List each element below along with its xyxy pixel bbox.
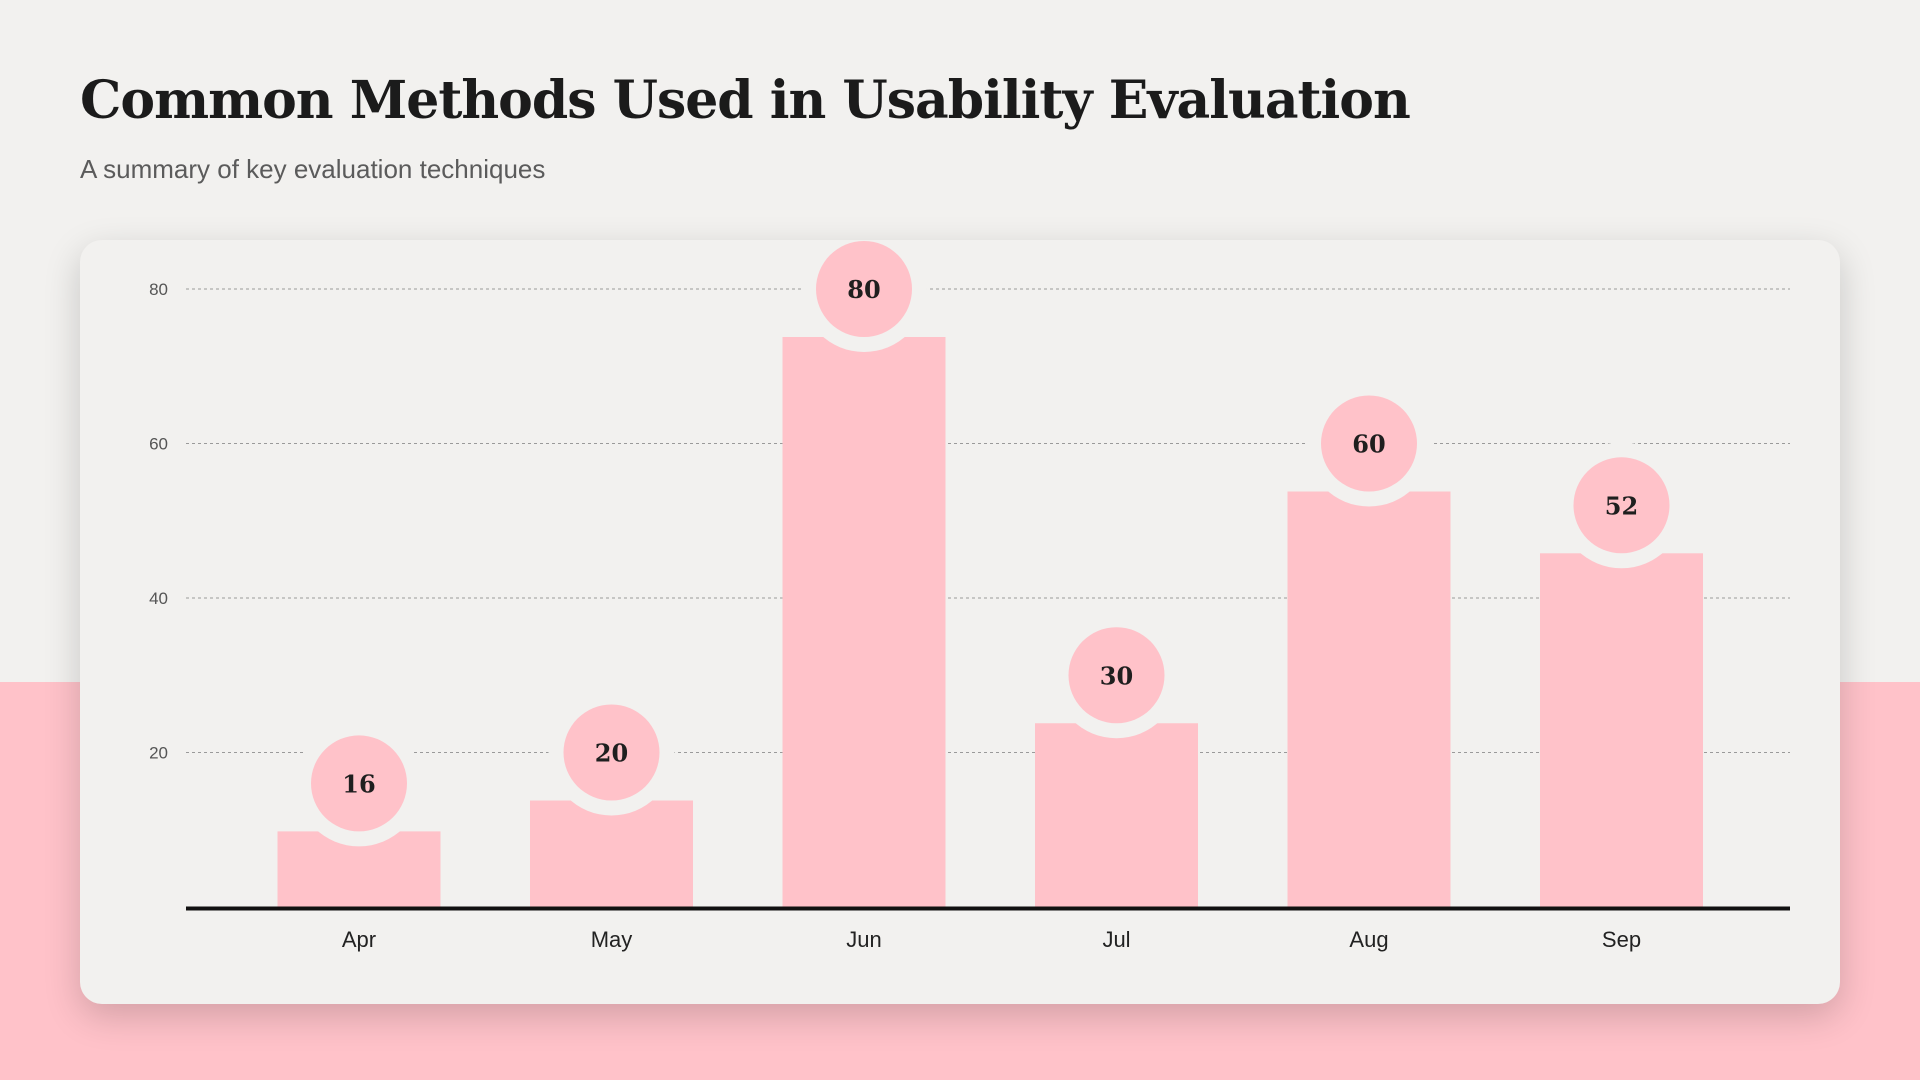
bars: 16 20 80 30 60 52: [277, 240, 1703, 907]
bar-label-badge: [311, 735, 407, 832]
x-tick-label: Aug: [1349, 927, 1388, 952]
y-tick-label: 60: [149, 435, 168, 454]
x-tick-label: Jul: [1102, 927, 1130, 952]
bar: [1287, 491, 1451, 907]
y-tick-label: 20: [149, 744, 168, 763]
page-title: Common Methods Used in Usability Evaluat…: [80, 70, 1411, 131]
bar-label-badge: [563, 704, 660, 801]
bar: [782, 337, 946, 907]
category-labels: Apr May Jun Jul Aug Sep: [342, 927, 1641, 952]
data-label: 52: [1605, 491, 1638, 520]
grid-lines: 20 40 60 80: [149, 280, 1790, 763]
chart-card: 20 40 60 80 16 20 80 30 60 52 Apr May Jun Jul Aug Sep: [80, 240, 1840, 1004]
page-subtitle: A summary of key evaluation techniques: [80, 154, 546, 184]
x-tick-label: May: [591, 927, 633, 952]
bar-chart: 20 40 60 80 16 20 80 30 60 52 Apr May Jun Jul Aug Sep: [149, 240, 1790, 952]
bar-label-badge: [1321, 395, 1417, 492]
y-tick-label: 40: [149, 589, 168, 608]
data-label: 80: [847, 275, 880, 304]
bar: [1035, 723, 1198, 907]
data-label: 16: [342, 769, 375, 798]
x-tick-label: Jun: [846, 927, 881, 952]
bar: [530, 800, 693, 907]
bar: [1540, 553, 1703, 907]
bar-label-badge: [1573, 457, 1670, 554]
bar-label-badge: [1068, 627, 1165, 724]
x-tick-label: Sep: [1602, 927, 1641, 952]
data-label: 20: [595, 739, 628, 768]
x-tick-label: Apr: [342, 927, 376, 952]
data-label: 60: [1352, 430, 1385, 459]
data-label: 30: [1100, 661, 1133, 690]
bar-label-badge: [816, 241, 912, 337]
y-tick-label: 80: [149, 280, 168, 299]
